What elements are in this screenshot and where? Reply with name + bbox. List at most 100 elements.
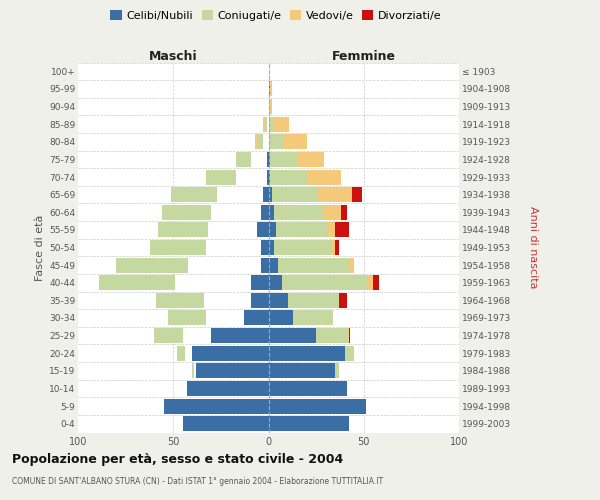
Bar — [263, 187, 269, 202]
Bar — [316, 328, 347, 343]
Bar — [269, 134, 284, 150]
Bar — [269, 187, 272, 202]
Bar — [156, 275, 166, 290]
Bar — [211, 328, 269, 343]
Bar — [347, 328, 349, 343]
Bar — [368, 275, 373, 290]
Bar — [221, 170, 229, 184]
Bar — [261, 258, 269, 272]
Text: COMUNE DI SANT'ALBANO STURA (CN) - Dati ISTAT 1° gennaio 2004 - Elaborazione TUT: COMUNE DI SANT'ALBANO STURA (CN) - Dati … — [12, 478, 383, 486]
Bar — [269, 116, 274, 132]
Bar — [335, 222, 349, 238]
Bar — [269, 416, 349, 431]
Bar — [257, 134, 263, 150]
Bar — [269, 346, 344, 360]
Bar — [339, 293, 347, 308]
Bar — [251, 293, 269, 308]
Y-axis label: Fasce di età: Fasce di età — [35, 214, 45, 280]
Bar — [263, 116, 265, 132]
Bar — [335, 364, 339, 378]
Bar — [196, 364, 269, 378]
Bar — [269, 240, 274, 255]
Bar — [99, 275, 175, 290]
Bar — [276, 222, 328, 238]
Bar — [162, 205, 211, 220]
Bar — [257, 222, 269, 238]
Bar — [236, 152, 251, 167]
Bar — [350, 258, 354, 272]
Bar — [318, 187, 352, 202]
Bar — [206, 170, 236, 184]
Bar — [116, 258, 188, 272]
Bar — [349, 328, 350, 343]
Bar — [278, 258, 350, 272]
Bar — [200, 293, 202, 308]
Bar — [282, 275, 368, 290]
Bar — [269, 328, 316, 343]
Bar — [269, 170, 271, 184]
Bar — [352, 187, 362, 202]
Legend: Celibi/Nubili, Coniugati/e, Vedovi/e, Divorziati/e: Celibi/Nubili, Coniugati/e, Vedovi/e, Di… — [108, 8, 444, 23]
Bar — [164, 398, 269, 413]
Bar — [209, 187, 211, 202]
Bar — [324, 205, 341, 220]
Bar — [269, 222, 276, 238]
Bar — [274, 240, 331, 255]
Bar — [269, 82, 271, 96]
Bar — [373, 275, 379, 290]
Bar — [297, 152, 324, 167]
Y-axis label: Anni di nascita: Anni di nascita — [527, 206, 538, 289]
Bar — [244, 310, 269, 326]
Bar — [255, 134, 259, 150]
Bar — [269, 364, 335, 378]
Text: Femmine: Femmine — [332, 50, 396, 62]
Bar — [204, 222, 206, 238]
Bar — [287, 293, 339, 308]
Bar — [183, 416, 269, 431]
Bar — [271, 99, 272, 114]
Bar — [341, 205, 347, 220]
Bar — [335, 240, 339, 255]
Bar — [204, 205, 208, 220]
Bar — [269, 381, 347, 396]
Bar — [269, 293, 287, 308]
Bar — [261, 240, 269, 255]
Bar — [198, 240, 202, 255]
Bar — [154, 328, 183, 343]
Text: Maschi: Maschi — [149, 50, 197, 62]
Bar — [167, 310, 206, 326]
Bar — [266, 152, 269, 167]
Bar — [269, 99, 271, 114]
Bar — [261, 205, 269, 220]
Bar — [307, 170, 341, 184]
Bar — [274, 116, 289, 132]
Bar — [193, 346, 269, 360]
Bar — [274, 205, 324, 220]
Bar — [151, 240, 206, 255]
Bar — [158, 222, 208, 238]
Bar — [344, 346, 354, 360]
Bar — [200, 205, 204, 220]
Bar — [187, 381, 269, 396]
Bar — [209, 187, 213, 202]
Bar — [192, 364, 194, 378]
Bar — [271, 170, 307, 184]
Bar — [331, 240, 335, 255]
Bar — [269, 152, 271, 167]
Bar — [266, 170, 269, 184]
Bar — [269, 205, 274, 220]
Bar — [244, 152, 248, 167]
Bar — [265, 116, 266, 132]
Bar — [269, 275, 282, 290]
Bar — [328, 222, 335, 238]
Bar — [293, 310, 333, 326]
Bar — [177, 346, 185, 360]
Bar — [284, 134, 307, 150]
Bar — [271, 82, 272, 96]
Text: Popolazione per età, sesso e stato civile - 2004: Popolazione per età, sesso e stato civil… — [12, 452, 343, 466]
Bar — [271, 152, 297, 167]
Bar — [251, 275, 269, 290]
Bar — [272, 187, 318, 202]
Bar — [269, 310, 293, 326]
Bar — [269, 258, 278, 272]
